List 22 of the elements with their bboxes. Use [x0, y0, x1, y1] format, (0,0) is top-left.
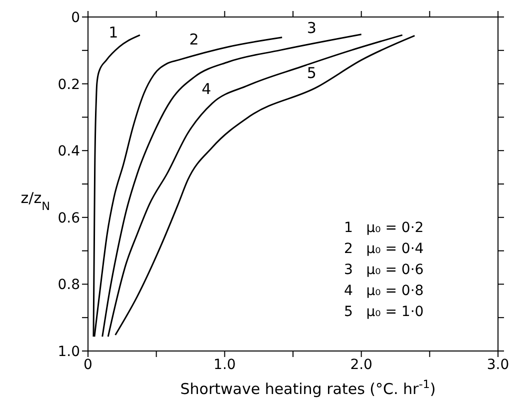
- x-tick-label: 2.0: [350, 356, 372, 373]
- annotation: 3: [306, 19, 316, 38]
- x-tick-label: 3.0: [486, 356, 510, 373]
- y-tick-label: 0.2: [58, 76, 80, 93]
- annotation: 2: [189, 30, 199, 49]
- annotation: 2 μ₀ = 0·4: [344, 240, 424, 259]
- annotation: 5 μ₀ = 1·0: [344, 303, 424, 322]
- x-tick-label: 1.0: [214, 356, 236, 373]
- y-tick-label: 0.6: [58, 210, 80, 226]
- y-tick-label: 1.0: [58, 344, 80, 360]
- annotation: 3 μ₀ = 0·6: [344, 261, 424, 280]
- y-tick-label: 0.4: [58, 144, 80, 160]
- annotation: 1: [108, 24, 118, 42]
- y-axis-title: z/z$_{N}$: [20, 189, 50, 212]
- annotation: 1 μ₀ = 0·2: [344, 219, 424, 238]
- annotation: 5: [306, 64, 316, 82]
- annotation: 4: [202, 80, 212, 98]
- x-tick-label: 0: [84, 356, 92, 373]
- x-axis-title: Shortwave heating rates (°C. hr$^{-1}$): [180, 378, 436, 398]
- y-tick-label: 0: [71, 10, 80, 26]
- y-tick-label: 0.8: [58, 277, 80, 294]
- annotation: 4 μ₀ = 0·8: [344, 282, 424, 301]
